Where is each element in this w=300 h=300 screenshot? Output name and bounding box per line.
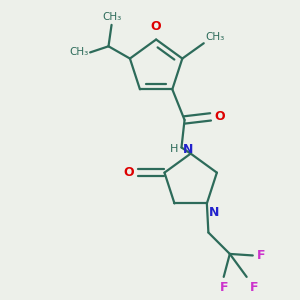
Text: O: O xyxy=(151,20,161,33)
Text: F: F xyxy=(250,281,258,294)
Text: CH₃: CH₃ xyxy=(205,32,224,42)
Text: O: O xyxy=(214,110,225,123)
Text: F: F xyxy=(257,249,265,262)
Text: F: F xyxy=(219,281,228,294)
Text: N: N xyxy=(182,142,193,155)
Text: CH₃: CH₃ xyxy=(69,47,88,57)
Text: H: H xyxy=(169,144,178,154)
Text: O: O xyxy=(124,166,134,179)
Text: N: N xyxy=(209,206,219,219)
Text: CH₃: CH₃ xyxy=(102,12,121,22)
